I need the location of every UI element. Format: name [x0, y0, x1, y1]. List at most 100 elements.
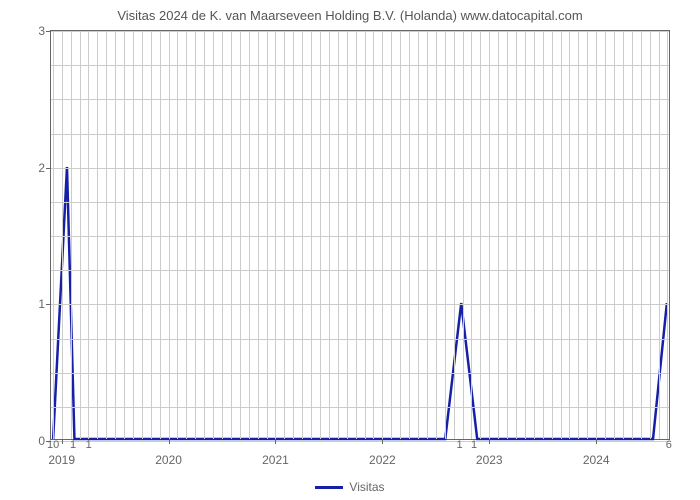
gridline-v: [231, 31, 232, 439]
data-label: 1: [456, 439, 462, 451]
gridline-v: [204, 31, 205, 439]
tick-mark: [46, 31, 51, 32]
gridline-v: [213, 31, 214, 439]
gridline-v: [106, 31, 107, 439]
x-tick-label: 2019: [48, 453, 75, 467]
gridline-v: [258, 31, 259, 439]
gridline-v: [623, 31, 624, 439]
gridline-v: [53, 31, 54, 439]
line-series: [51, 31, 669, 439]
gridline-v: [160, 31, 161, 439]
gridline-v: [489, 31, 490, 439]
y-tick-label: 3: [27, 24, 45, 38]
legend-label: Visitas: [349, 480, 384, 494]
gridline-v: [373, 31, 374, 439]
gridline-v: [142, 31, 143, 439]
gridline-v: [356, 31, 357, 439]
chart-title: Visitas 2024 de K. van Maarseveen Holdin…: [0, 8, 700, 23]
gridline-v: [62, 31, 63, 439]
gridline-v: [240, 31, 241, 439]
tick-mark: [46, 304, 51, 305]
gridline-v: [320, 31, 321, 439]
y-tick-label: 2: [27, 161, 45, 175]
x-tick-label: 2022: [369, 453, 396, 467]
gridline-v: [596, 31, 597, 439]
gridline-v: [186, 31, 187, 439]
x-tick-label: 2023: [476, 453, 503, 467]
gridline-v: [409, 31, 410, 439]
gridline-v: [302, 31, 303, 439]
gridline-v: [365, 31, 366, 439]
data-label: 1: [70, 439, 76, 451]
gridline-v: [88, 31, 89, 439]
gridline-v: [614, 31, 615, 439]
y-tick-label: 0: [27, 434, 45, 448]
gridline-v: [650, 31, 651, 439]
data-label: 1: [86, 439, 92, 451]
x-tick-label: 2024: [583, 453, 610, 467]
gridline-v: [222, 31, 223, 439]
legend: Visitas: [0, 480, 700, 494]
gridline-v: [632, 31, 633, 439]
gridline-v: [667, 31, 668, 439]
gridline-v: [311, 31, 312, 439]
gridline-v: [480, 31, 481, 439]
gridline-v: [391, 31, 392, 439]
gridline-v: [516, 31, 517, 439]
legend-swatch: [315, 486, 343, 489]
gridline-h: [51, 270, 669, 271]
gridline-h: [51, 99, 669, 100]
chart-container: Visitas 2024 de K. van Maarseveen Holdin…: [0, 0, 700, 500]
gridline-v: [436, 31, 437, 439]
gridline-v: [454, 31, 455, 439]
tick-mark: [596, 439, 597, 444]
gridline-v: [293, 31, 294, 439]
gridline-v: [284, 31, 285, 439]
gridline-v: [445, 31, 446, 439]
tick-mark: [62, 439, 63, 444]
tick-mark: [46, 168, 51, 169]
gridline-v: [97, 31, 98, 439]
gridline-v: [605, 31, 606, 439]
gridline-v: [249, 31, 250, 439]
gridline-v: [471, 31, 472, 439]
gridline-v: [507, 31, 508, 439]
gridline-h: [51, 31, 669, 32]
y-tick-label: 1: [27, 297, 45, 311]
gridline-v: [382, 31, 383, 439]
gridline-v: [329, 31, 330, 439]
gridline-h: [51, 407, 669, 408]
gridline-v: [400, 31, 401, 439]
gridline-v: [133, 31, 134, 439]
gridline-v: [498, 31, 499, 439]
gridline-v: [543, 31, 544, 439]
gridline-v: [347, 31, 348, 439]
gridline-v: [418, 31, 419, 439]
data-label: 1: [471, 439, 477, 451]
gridline-h: [51, 339, 669, 340]
data-label: 10: [47, 439, 59, 451]
gridline-v: [124, 31, 125, 439]
gridline-h: [51, 202, 669, 203]
gridline-v: [169, 31, 170, 439]
gridline-h: [51, 373, 669, 374]
gridline-v: [80, 31, 81, 439]
gridline-h: [51, 168, 669, 169]
gridline-v: [659, 31, 660, 439]
tick-mark: [275, 439, 276, 444]
gridline-v: [569, 31, 570, 439]
gridline-h: [51, 304, 669, 305]
gridline-v: [641, 31, 642, 439]
gridline-v: [177, 31, 178, 439]
gridline-v: [338, 31, 339, 439]
gridline-v: [151, 31, 152, 439]
tick-mark: [169, 439, 170, 444]
x-tick-label: 2021: [262, 453, 289, 467]
tick-mark: [382, 439, 383, 444]
gridline-h: [51, 236, 669, 237]
gridline-v: [525, 31, 526, 439]
gridline-v: [463, 31, 464, 439]
gridline-v: [195, 31, 196, 439]
gridline-v: [71, 31, 72, 439]
gridline-v: [427, 31, 428, 439]
